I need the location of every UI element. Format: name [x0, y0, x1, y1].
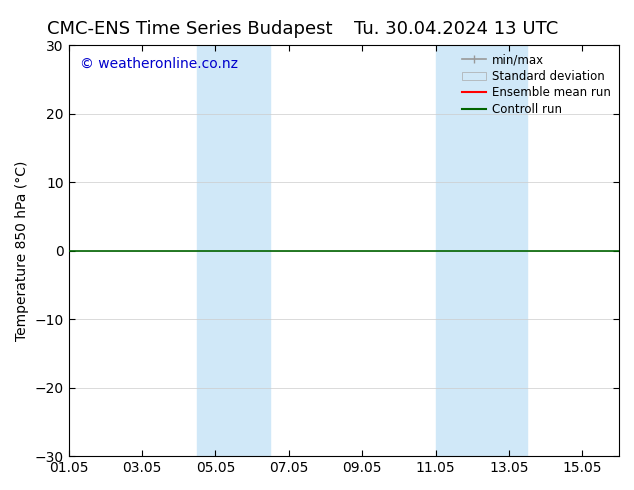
Bar: [436, 45, 527, 456]
Y-axis label: Temperature 850 hPa (°C): Temperature 850 hPa (°C): [15, 160, 29, 341]
Bar: [197, 45, 271, 456]
Text: CMC-ENS Time Series Budapest: CMC-ENS Time Series Budapest: [48, 20, 333, 38]
Text: Tu. 30.04.2024 13 UTC: Tu. 30.04.2024 13 UTC: [354, 20, 559, 38]
Legend: min/max, Standard deviation, Ensemble mean run, Controll run: min/max, Standard deviation, Ensemble me…: [458, 49, 616, 121]
Text: © weatheronline.co.nz: © weatheronline.co.nz: [80, 57, 238, 72]
